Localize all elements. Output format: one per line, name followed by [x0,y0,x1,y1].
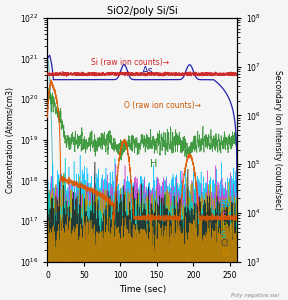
Text: H: H [149,159,157,169]
Text: Cl: Cl [221,239,229,248]
Title: SiO2/poly Si/Si: SiO2/poly Si/Si [107,6,178,16]
Text: O (raw ion counts)→: O (raw ion counts)→ [124,101,201,110]
Text: Br: Br [221,249,230,258]
Text: Sb: Sb [221,200,232,209]
Y-axis label: Concentration (Atoms/cm3): Concentration (Atoms/cm3) [5,87,15,193]
Text: S: S [221,231,226,240]
Text: Poly negative.swi: Poly negative.swi [232,293,279,298]
Text: F: F [221,212,226,221]
Text: Si (raw ion counts)→: Si (raw ion counts)→ [91,58,169,67]
Text: As: As [142,66,154,76]
X-axis label: Time (sec): Time (sec) [119,285,166,294]
Text: P: P [221,222,226,231]
Y-axis label: Secondary Ion Intensity (counts/sec): Secondary Ion Intensity (counts/sec) [273,70,283,210]
